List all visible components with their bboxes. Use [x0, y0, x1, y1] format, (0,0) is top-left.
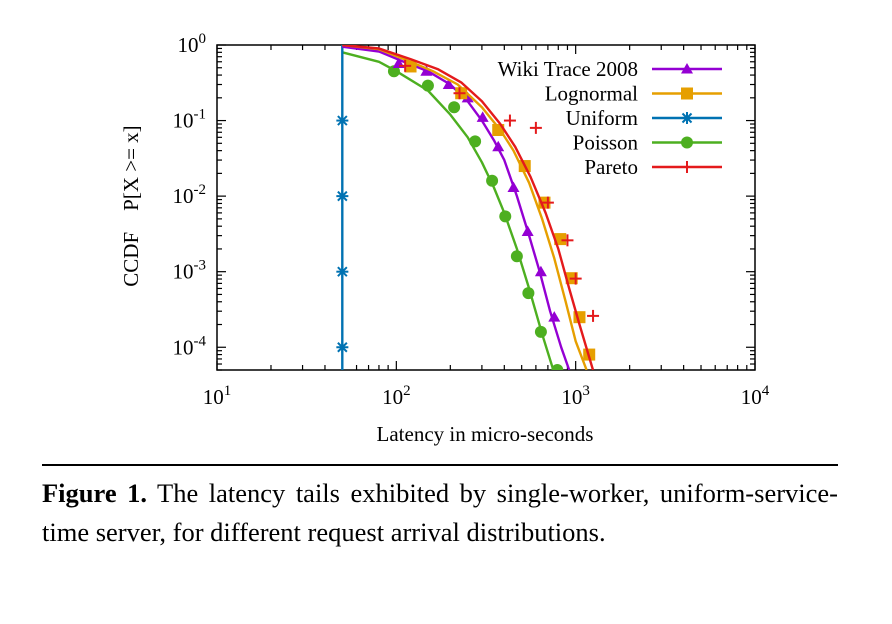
- series-uniform: [336, 45, 349, 370]
- data-point-pareto: [399, 59, 412, 72]
- series-line-pareto: [342, 45, 595, 370]
- data-point-wiki-trace-2008: [476, 111, 489, 122]
- legend-entry-pareto: Pareto: [584, 155, 722, 179]
- legend-marker: [681, 161, 693, 173]
- data-point-wiki-trace-2008: [521, 225, 534, 237]
- y-axis: 100 10-1 10-2 10-3 10-4: [173, 31, 755, 371]
- legend: Wiki Trace 2008LognormalUniformPoissonPa…: [498, 57, 722, 179]
- data-point-lognormal: [554, 233, 567, 246]
- data-point-poisson: [486, 174, 499, 187]
- data-point-poisson: [421, 79, 434, 92]
- legend-entry-lognormal: Lognormal: [545, 82, 722, 106]
- legend-entry-uniform: Uniform: [566, 106, 722, 130]
- marker-stroke: [337, 115, 348, 126]
- legend-label: Pareto: [584, 155, 638, 179]
- series-pareto: [342, 45, 600, 370]
- ccdf-chart: 101 102 103 104 100 10-1 10-2 10-3 10-4 Wiki Tr…: [119, 31, 770, 446]
- data-point-wiki-trace-2008: [420, 65, 433, 76]
- figure-caption: Figure 1. The latency tails exhibited by…: [42, 474, 838, 552]
- legend-label: Uniform: [566, 106, 638, 130]
- data-point-wiki-trace-2008: [507, 181, 520, 193]
- data-point-uniform: [336, 190, 349, 203]
- legend-entry-wiki-trace-2008: Wiki Trace 2008: [498, 57, 722, 81]
- data-point-pareto: [541, 196, 554, 209]
- x-axis: 101 102 103 104: [203, 45, 770, 409]
- data-point-wiki-trace-2008: [461, 91, 474, 103]
- data-point-uniform: [336, 265, 349, 278]
- y-axis-label: CCDF P[X >= x]: [119, 125, 143, 286]
- data-point-wiki-trace-2008: [534, 265, 547, 277]
- data-point-poisson: [551, 364, 564, 370]
- data-point-poisson: [469, 135, 482, 148]
- x-axis-label: Latency in micro-seconds: [377, 422, 594, 446]
- data-point-pareto: [503, 114, 516, 127]
- y-tick-label: 10-3: [173, 258, 207, 284]
- series-poisson: [341, 51, 564, 370]
- data-point-pareto: [569, 272, 582, 285]
- x-tick-label: 102: [382, 383, 411, 409]
- data-point-pareto: [561, 234, 574, 247]
- x-tick-label: 104: [741, 383, 770, 409]
- data-point-pareto: [453, 87, 466, 100]
- marker-stroke: [337, 266, 348, 277]
- data-point-poisson: [522, 287, 535, 300]
- data-point-uniform: [336, 114, 349, 127]
- data-point-wiki-trace-2008: [442, 78, 455, 90]
- data-point-poisson: [510, 250, 523, 263]
- data-point-uniform: [336, 341, 349, 354]
- data-point-wiki-trace-2008: [548, 311, 561, 322]
- legend-marker: [681, 63, 693, 74]
- caption-divider: [42, 464, 838, 466]
- x-tick-label: 101: [203, 383, 232, 409]
- data-point-poisson: [448, 101, 461, 114]
- figure-label: Figure 1.: [42, 478, 147, 508]
- legend-marker: [681, 112, 693, 124]
- caption-text: The latency tails exhibited by single-wo…: [42, 478, 838, 547]
- series-layer: [336, 45, 600, 370]
- legend-label: Wiki Trace 2008: [498, 57, 638, 81]
- legend-marker: [681, 87, 693, 100]
- y-tick-label: 10-4: [173, 333, 207, 359]
- marker-stroke: [337, 190, 348, 202]
- data-point-poisson: [534, 325, 547, 338]
- legend-label: Lognormal: [545, 82, 638, 106]
- legend-label: Poisson: [573, 131, 639, 155]
- data-point-poisson: [499, 210, 512, 223]
- y-tick-label: 100: [178, 31, 207, 57]
- data-point-wiki-trace-2008: [492, 140, 505, 152]
- y-tick-label: 10-2: [173, 182, 207, 208]
- y-tick-label: 10-1: [173, 107, 207, 133]
- x-tick-label: 103: [561, 383, 590, 409]
- legend-marker: [681, 136, 693, 149]
- marker-stroke: [337, 342, 348, 353]
- data-point-pareto: [529, 121, 542, 134]
- marker-stroke: [681, 112, 693, 124]
- legend-entry-poisson: Poisson: [573, 131, 722, 155]
- data-point-poisson: [387, 65, 400, 78]
- data-point-pareto: [587, 309, 600, 322]
